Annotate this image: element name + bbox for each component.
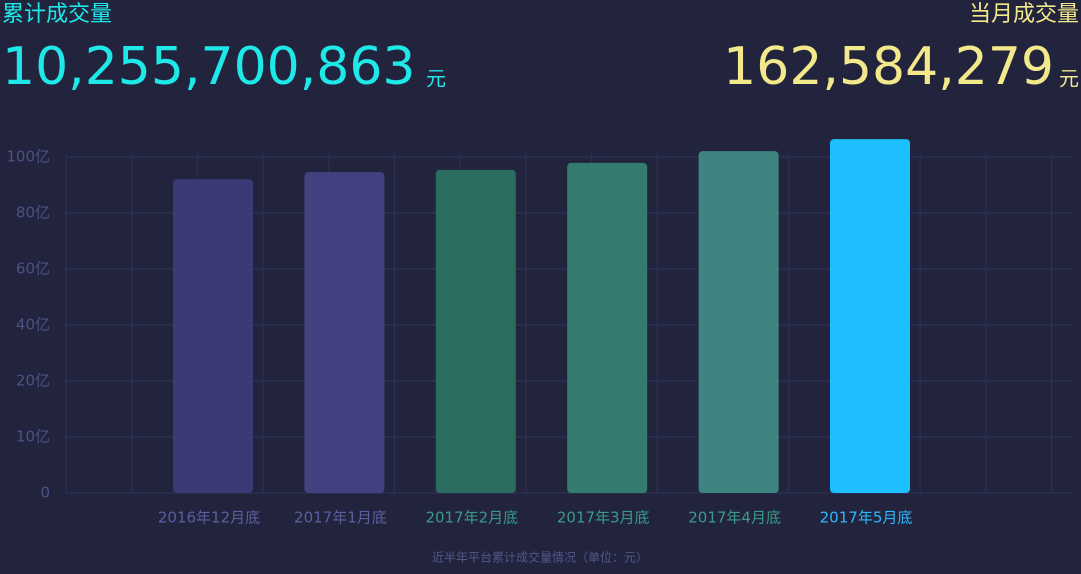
x-tick-label: 2017年4月底 [688, 509, 781, 527]
bar [698, 151, 779, 493]
bar [304, 172, 385, 493]
y-tick-label: 20亿 [16, 372, 50, 390]
y-tick-label: 40亿 [16, 316, 50, 334]
x-tick-label: 2017年5月底 [820, 509, 913, 527]
y-tick-label: 60亿 [16, 260, 50, 278]
bar [435, 169, 516, 493]
y-tick-label: 10亿 [16, 428, 50, 446]
total-value: 10,255,700,863 [2, 37, 416, 97]
total-unit: 元 [426, 67, 446, 91]
month-value: 162,584,279 [723, 37, 1054, 97]
bar [567, 162, 648, 493]
month-unit: 元 [1059, 67, 1079, 91]
chart-title: 近半年平台累计成交量情况（单位：元） [432, 550, 648, 565]
y-tick-label: 0 [40, 484, 50, 502]
month-label: 当月成交量 [969, 2, 1079, 27]
bar [830, 139, 910, 493]
x-tick-label: 2016年12月底 [158, 509, 260, 527]
total-label: 累计成交量 [2, 2, 112, 27]
y-tick-label: 80亿 [16, 204, 50, 222]
x-tick-label: 2017年1月底 [294, 509, 387, 527]
y-tick-label: 100亿 [6, 148, 50, 166]
x-tick-label: 2017年3月底 [557, 509, 650, 527]
x-tick-label: 2017年2月底 [425, 509, 518, 527]
bar [173, 179, 253, 493]
